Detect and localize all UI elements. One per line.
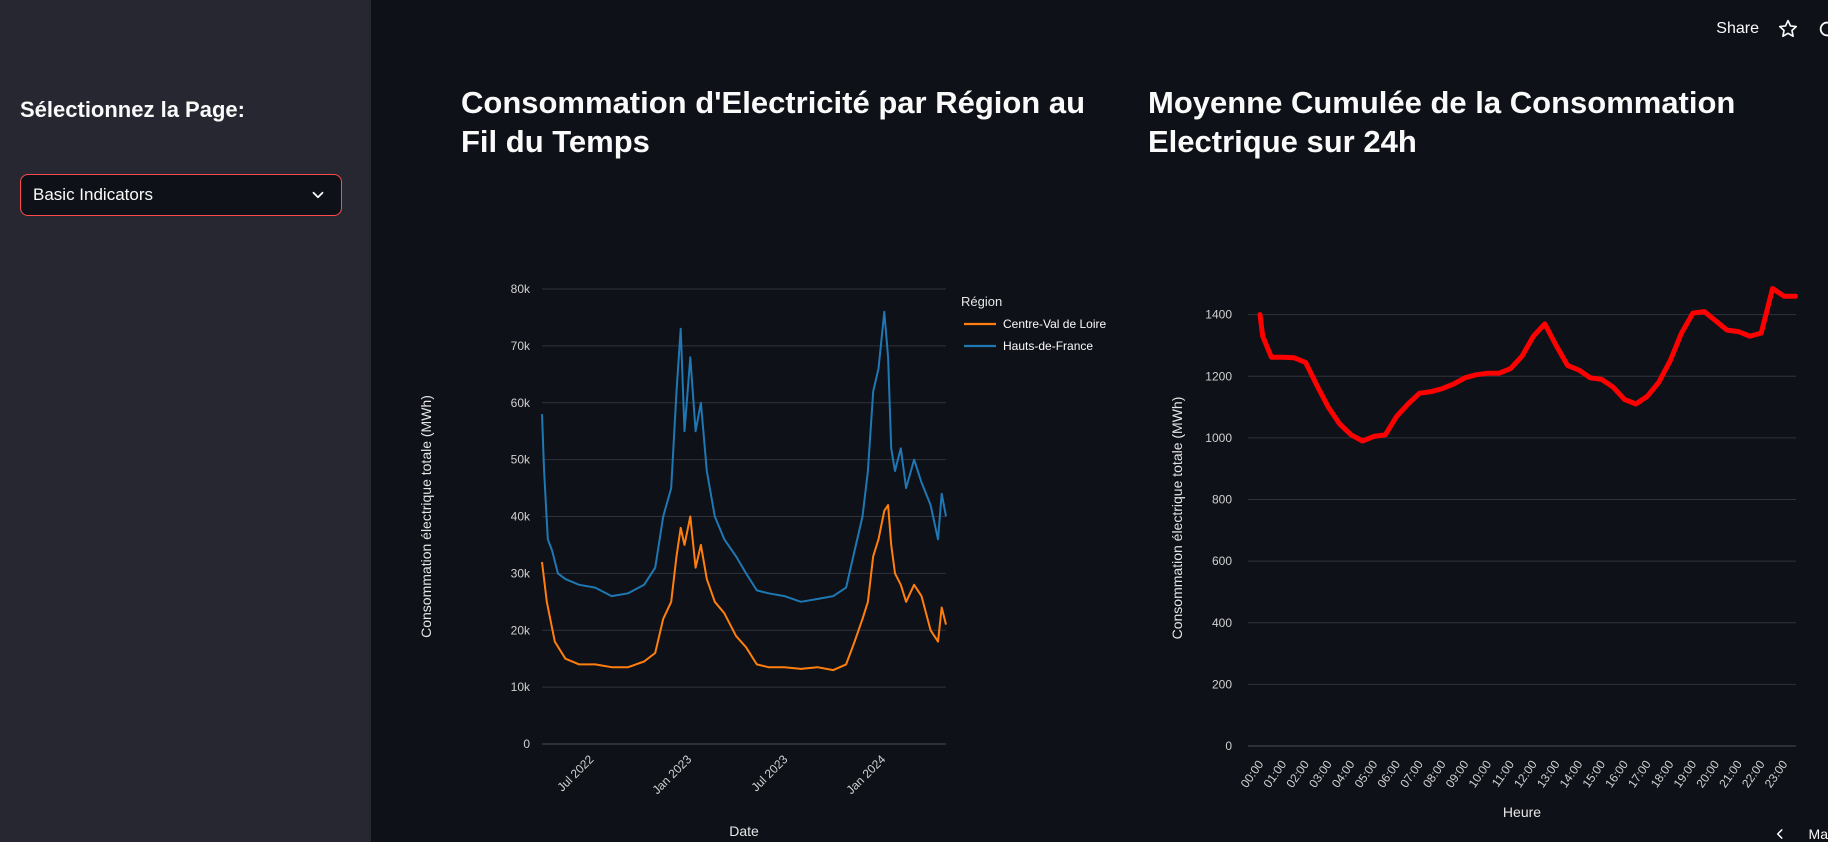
x-tick-label: Jul 2022 bbox=[555, 752, 597, 794]
page-select[interactable]: Basic Indicators bbox=[20, 174, 342, 216]
x-tick-label: 09:00 bbox=[1443, 757, 1472, 790]
y-tick-label: 40k bbox=[511, 510, 531, 524]
share-button[interactable]: Share bbox=[1716, 20, 1759, 37]
x-tick-label: 10:00 bbox=[1466, 757, 1495, 790]
x-tick-label: 04:00 bbox=[1329, 757, 1358, 790]
x-axis-title: Heure bbox=[1503, 804, 1541, 820]
x-tick-label: 15:00 bbox=[1580, 757, 1609, 790]
y-tick-label: 70k bbox=[511, 339, 531, 353]
footer-nav-text[interactable]: Ma bbox=[1808, 826, 1828, 842]
x-tick-label: 17:00 bbox=[1625, 757, 1654, 790]
hourly-average-chart: 0 200 400 600 800 1000 1200 1400 00:0001:0002:00… bbox=[1169, 286, 1798, 820]
x-tick-label: 19:00 bbox=[1671, 757, 1700, 790]
y-tick-label: 200 bbox=[1212, 677, 1232, 691]
left-chart-title: Consommation d'Electricité par Région au… bbox=[461, 85, 1086, 159]
x-tick-label: 20:00 bbox=[1693, 757, 1722, 790]
sidebar: Sélectionnez la Page: Basic Indicators bbox=[0, 0, 371, 842]
x-tick-label: 22:00 bbox=[1739, 757, 1768, 790]
y-tick-label: 0 bbox=[1225, 739, 1232, 753]
x-tick-label: 02:00 bbox=[1283, 757, 1312, 790]
x-tick-label: 23:00 bbox=[1762, 757, 1791, 790]
x-tick-label: 08:00 bbox=[1420, 757, 1449, 790]
y-axis-title: Consommation électrique totale (MWh) bbox=[418, 395, 434, 638]
legend-entry: Centre-Val de Loire bbox=[1003, 317, 1106, 331]
x-tick-label: 13:00 bbox=[1534, 757, 1563, 790]
settings-icon[interactable] bbox=[1817, 18, 1828, 40]
y-tick-label: 50k bbox=[511, 453, 531, 467]
y-tick-label: 10k bbox=[511, 680, 531, 694]
y-tick-label: 600 bbox=[1212, 554, 1232, 568]
x-tick-label: 06:00 bbox=[1374, 757, 1403, 790]
series-line-1 bbox=[541, 310, 947, 603]
star-icon[interactable] bbox=[1777, 18, 1799, 40]
series-line-0 bbox=[1257, 286, 1798, 444]
y-tick-label: 20k bbox=[511, 623, 531, 637]
legend-entry: Hauts-de-France bbox=[1003, 339, 1093, 353]
regional-consumption-chart: 0 10k 20k 30k 40k 50k 60k 70k 80k Jul 2022 Jan 202… bbox=[418, 282, 1106, 839]
series-line-0 bbox=[541, 504, 947, 672]
x-tick-label: 21:00 bbox=[1716, 757, 1745, 790]
y-tick-label: 0 bbox=[523, 737, 530, 751]
y-tick-label: 800 bbox=[1212, 493, 1232, 507]
x-tick-label: 14:00 bbox=[1557, 757, 1586, 790]
legend-title: Région bbox=[961, 294, 1002, 309]
y-tick-label: 1000 bbox=[1205, 431, 1232, 445]
x-tick-label: 00:00 bbox=[1238, 757, 1267, 790]
x-axis-title: Date bbox=[729, 823, 759, 839]
y-tick-label: 30k bbox=[511, 566, 531, 580]
page-select-label: Sélectionnez la Page: bbox=[20, 97, 245, 122]
x-tick-label: Jan 2023 bbox=[649, 752, 694, 797]
y-axis-title: Consommation électrique totale (MWh) bbox=[1169, 397, 1185, 640]
y-tick-label: 400 bbox=[1212, 616, 1232, 630]
x-tick-label: 03:00 bbox=[1306, 757, 1335, 790]
x-tick-label: 05:00 bbox=[1352, 757, 1381, 790]
x-tick-label: 07:00 bbox=[1397, 757, 1426, 790]
footer-nav: Ma bbox=[1773, 826, 1828, 842]
page-select-value: Basic Indicators bbox=[33, 185, 153, 204]
x-tick-label: Jul 2023 bbox=[749, 752, 791, 794]
right-chart-title: Moyenne Cumulée de la Consommation Elect… bbox=[1148, 85, 1736, 159]
chevron-left-icon[interactable] bbox=[1773, 827, 1787, 841]
x-tick-label: 18:00 bbox=[1648, 757, 1677, 790]
x-tick-label: 01:00 bbox=[1261, 757, 1290, 790]
chevron-down-icon bbox=[312, 191, 324, 199]
header-actions: Share bbox=[1716, 18, 1828, 40]
x-tick-label: Jan 2024 bbox=[844, 752, 889, 797]
y-tick-label: 80k bbox=[511, 282, 531, 296]
x-tick-label: 12:00 bbox=[1511, 757, 1540, 790]
y-tick-label: 1200 bbox=[1205, 369, 1232, 383]
x-tick-label: 16:00 bbox=[1602, 757, 1631, 790]
y-tick-label: 1400 bbox=[1205, 308, 1232, 322]
y-tick-label: 60k bbox=[511, 396, 531, 410]
